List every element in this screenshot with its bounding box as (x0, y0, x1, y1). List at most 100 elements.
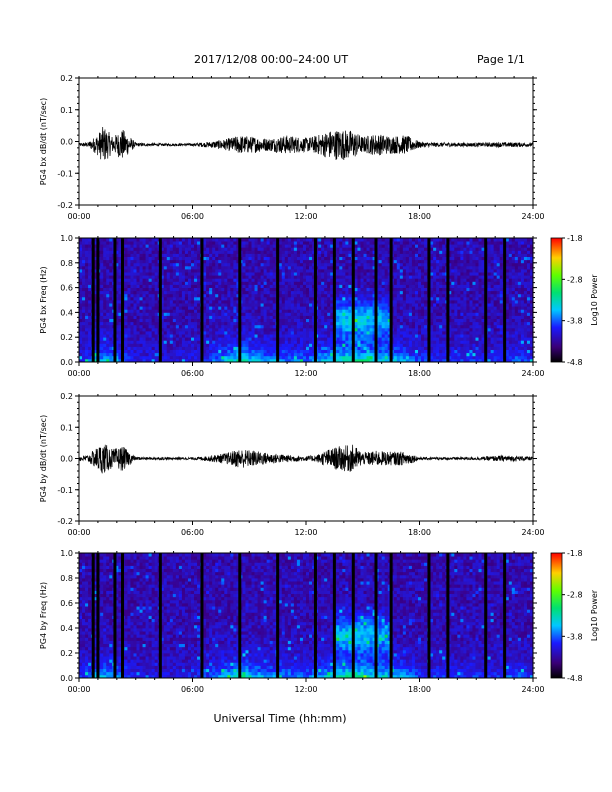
heatmap-cell (302, 306, 307, 310)
heatmap-cell (209, 309, 213, 313)
heatmap-cell (82, 318, 86, 323)
heatmap-cell (402, 275, 407, 279)
heatmap-cell (402, 296, 407, 301)
heatmap-cell (103, 355, 107, 360)
heatmap-cell (287, 321, 292, 326)
heatmap-cell (106, 343, 110, 347)
heatmap-cell (399, 334, 404, 338)
heatmap-cell (118, 265, 122, 270)
heatmap-cell (106, 349, 110, 354)
heatmap-cell (230, 265, 234, 270)
heatmap-cell (130, 269, 134, 273)
heatmap-cell (169, 324, 174, 329)
heatmap-cell (142, 290, 146, 295)
heatmap-cell (257, 269, 261, 273)
heatmap-cell (169, 340, 174, 344)
heatmap-cell (230, 300, 234, 304)
heatmap-cell (436, 238, 440, 242)
heatmap-cell (408, 256, 413, 261)
heatmap-cell (381, 355, 386, 360)
heatmap-cell (281, 300, 286, 304)
heatmap-cell (251, 284, 255, 288)
heatmap-cell (212, 296, 216, 301)
heatmap-cell (236, 331, 240, 335)
heatmap-cell (88, 306, 92, 310)
heatmap-cell (384, 244, 389, 248)
heatmap-cell (363, 334, 367, 338)
heatmap-cell (115, 318, 119, 323)
heatmap-cell (215, 334, 219, 338)
heatmap-cell (175, 324, 180, 329)
heatmap-cell (85, 300, 89, 304)
heatmap-cell (178, 250, 183, 254)
heatmap-cell (327, 275, 331, 279)
y-tick-label: 0.1 (60, 106, 73, 115)
heatmap-cell (88, 303, 92, 307)
heatmap-cell (411, 253, 416, 257)
heatmap-cell (124, 318, 128, 323)
heatmap-cell (221, 352, 225, 357)
heatmap-cell (263, 244, 268, 248)
heatmap-cell (360, 343, 364, 347)
heatmap-cell (124, 321, 128, 326)
heatmap-cell (306, 346, 310, 350)
heatmap-cell (281, 241, 286, 245)
heatmap-cell (318, 306, 322, 310)
heatmap-cell (342, 334, 346, 338)
heatmap-cell (203, 250, 207, 254)
heatmap-cell (148, 331, 153, 335)
heatmap-cell (302, 324, 307, 329)
heatmap-cell (278, 253, 283, 257)
heatmap-cell (411, 284, 416, 288)
heatmap-cell (79, 303, 83, 307)
heatmap-cell (178, 355, 183, 360)
heatmap-cell (218, 290, 222, 295)
heatmap-cell (360, 349, 364, 354)
heatmap-cell (387, 262, 392, 267)
heatmap-cell (318, 309, 322, 313)
heatmap-cell (109, 278, 113, 282)
heatmap-cell (151, 315, 156, 319)
heatmap-cell (236, 355, 240, 360)
heatmap-cell (181, 281, 186, 285)
heatmap-cell (136, 327, 140, 332)
heatmap-cell (442, 244, 446, 248)
heatmap-cell (181, 337, 186, 341)
heatmap-cell (336, 318, 340, 323)
heatmap-cell (127, 269, 131, 273)
heatmap-cell (215, 278, 219, 282)
heatmap-cell (242, 343, 246, 347)
heatmap-cell (387, 358, 392, 363)
heatmap-cell (163, 296, 168, 301)
heatmap-cell (402, 355, 407, 360)
heatmap-cell (293, 265, 298, 270)
heatmap-cell (321, 355, 325, 360)
heatmap-cell (184, 272, 189, 276)
heatmap-cell (154, 262, 159, 267)
heatmap-cell (263, 269, 268, 273)
heatmap-cell (160, 281, 165, 285)
heatmap-cell (278, 312, 283, 316)
heatmap-cell (82, 349, 86, 354)
heatmap-cell (369, 337, 373, 341)
heatmap-cell (278, 331, 283, 335)
heatmap-cell (421, 278, 425, 282)
heatmap-cell (312, 346, 316, 350)
heatmap-cell (342, 324, 346, 329)
heatmap-cell (393, 262, 398, 267)
heatmap-cell (257, 358, 261, 363)
heatmap-cell (372, 281, 377, 285)
heatmap-cell (221, 337, 225, 341)
heatmap-cell (393, 324, 398, 329)
heatmap-cell (387, 306, 392, 310)
heatmap-cell (215, 349, 219, 354)
heatmap-cell (194, 241, 198, 245)
heatmap-cell (115, 238, 119, 242)
heatmap-cell (309, 269, 313, 273)
heatmap-cell (281, 340, 286, 344)
heatmap-cell (278, 324, 283, 329)
heatmap-cell (145, 287, 150, 292)
heatmap-cell (278, 256, 283, 261)
heatmap-cell (209, 324, 213, 329)
heatmap-cell (133, 337, 137, 341)
